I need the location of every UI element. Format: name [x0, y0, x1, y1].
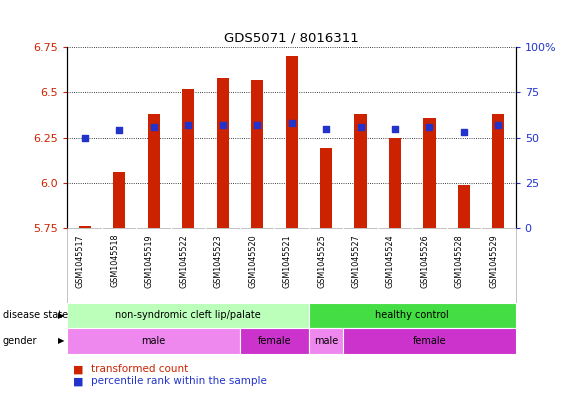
- Point: [459, 129, 469, 135]
- Point: [149, 123, 158, 130]
- Text: GSM1045520: GSM1045520: [248, 234, 257, 288]
- Point: [183, 122, 193, 128]
- Title: GDS5071 / 8016311: GDS5071 / 8016311: [224, 31, 359, 44]
- Bar: [217, 78, 229, 228]
- Text: male: male: [314, 336, 338, 346]
- Text: GSM1045526: GSM1045526: [421, 234, 430, 288]
- Text: GSM1045527: GSM1045527: [352, 234, 360, 288]
- Text: female: female: [413, 336, 447, 346]
- Point: [114, 127, 124, 134]
- Text: GSM1045518: GSM1045518: [110, 234, 119, 287]
- Bar: [389, 138, 401, 228]
- Text: percentile rank within the sample: percentile rank within the sample: [91, 376, 267, 386]
- Bar: [113, 172, 125, 228]
- Text: GSM1045522: GSM1045522: [179, 234, 188, 288]
- Point: [494, 122, 503, 128]
- Bar: [458, 185, 470, 228]
- Bar: [148, 114, 159, 228]
- Text: female: female: [257, 336, 291, 346]
- Text: transformed count: transformed count: [91, 364, 188, 375]
- Bar: [355, 114, 366, 228]
- Bar: [424, 118, 435, 228]
- Text: disease state: disease state: [3, 310, 68, 320]
- Text: GSM1045517: GSM1045517: [76, 234, 84, 288]
- Point: [287, 120, 296, 126]
- Bar: [79, 226, 91, 228]
- Text: GSM1045519: GSM1045519: [145, 234, 154, 288]
- Point: [425, 123, 434, 130]
- Text: GSM1045521: GSM1045521: [282, 234, 292, 288]
- Text: GSM1045524: GSM1045524: [386, 234, 395, 288]
- Text: male: male: [141, 336, 166, 346]
- Text: non-syndromic cleft lip/palate: non-syndromic cleft lip/palate: [115, 310, 261, 320]
- Text: GSM1045529: GSM1045529: [489, 234, 499, 288]
- Text: ▶: ▶: [58, 336, 64, 345]
- Point: [356, 123, 365, 130]
- Text: GSM1045525: GSM1045525: [317, 234, 326, 288]
- Point: [253, 122, 262, 128]
- Text: gender: gender: [3, 336, 38, 346]
- Bar: [492, 114, 505, 228]
- Text: ▶: ▶: [58, 311, 64, 320]
- Text: ■: ■: [73, 376, 84, 386]
- Point: [321, 125, 331, 132]
- Text: GSM1045523: GSM1045523: [213, 234, 223, 288]
- Point: [390, 125, 400, 132]
- Bar: [320, 149, 332, 228]
- Text: healthy control: healthy control: [376, 310, 449, 320]
- Point: [218, 122, 227, 128]
- Text: ■: ■: [73, 364, 84, 375]
- Bar: [182, 89, 194, 228]
- Bar: [251, 80, 263, 228]
- Bar: [285, 56, 298, 228]
- Point: [80, 134, 89, 141]
- Text: GSM1045528: GSM1045528: [455, 234, 464, 288]
